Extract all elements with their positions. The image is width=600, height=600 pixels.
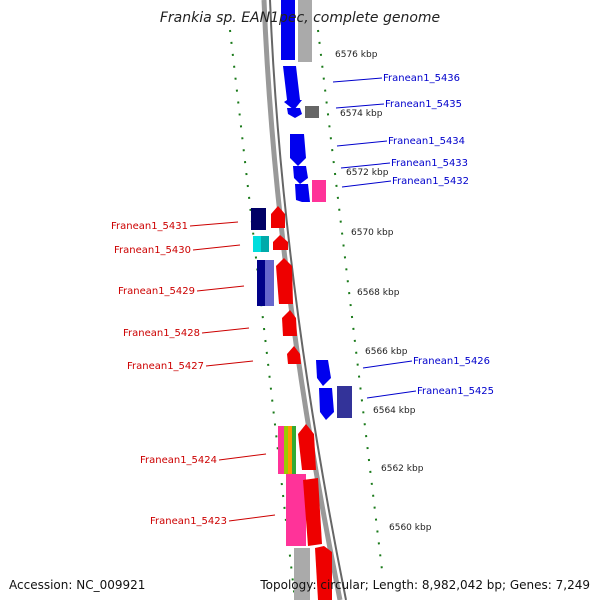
forward-genes (281, 0, 352, 420)
accession-text: Accession: NC_009921 (9, 578, 146, 592)
gene-reverse (286, 474, 306, 546)
map-title: Frankia sp. EAN1pec, complete genome (160, 10, 440, 26)
gene-label-forward: Franean1_5433 (391, 158, 468, 169)
gene-label-reverse: Franean1_5424 (140, 455, 217, 466)
genome-backbone-shadow (269, 0, 347, 600)
gene-reverse (315, 546, 332, 600)
gene-forward (295, 184, 310, 202)
gene-label-forward: Franean1_5435 (385, 99, 462, 110)
gene-reverse (292, 426, 296, 474)
gene-reverse (261, 236, 269, 252)
gene-reverse (284, 426, 288, 474)
scale-labels: 6576 kbp 6574 kbp 6572 kbp 6570 kbp 6568… (335, 50, 432, 533)
scale-label: 6568 kbp (357, 288, 400, 298)
gene-label-reverse: Franean1_5431 (111, 221, 188, 232)
gene-reverse (298, 424, 316, 470)
gene-label-forward: Franean1_5434 (388, 136, 465, 147)
gene-reverse (251, 208, 266, 230)
genome-summary-text: Topology: circular; Length: 8,982,042 bp… (260, 578, 590, 592)
gene-reverse (265, 260, 274, 306)
scale-label: 6576 kbp (335, 50, 378, 60)
gene-reverse (253, 236, 261, 252)
gene-reverse (282, 310, 297, 336)
gene-reverse (294, 548, 310, 600)
gene-forward (283, 66, 302, 110)
gene-reverse (273, 235, 288, 250)
gene-label-forward: Franean1_5426 (413, 356, 490, 367)
gene-forward (312, 180, 326, 202)
gene-forward (316, 360, 331, 386)
gene-reverse (287, 346, 301, 364)
scale-label: 6564 kbp (373, 406, 416, 416)
gene-reverse (278, 426, 284, 474)
gene-label-reverse: Franean1_5429 (118, 286, 195, 297)
gene-forward (298, 0, 312, 62)
gene-label-forward: Franean1_5436 (383, 73, 460, 84)
gene-reverse (257, 260, 267, 306)
gene-reverse (303, 478, 322, 546)
gene-reverse (288, 426, 292, 474)
gene-forward (319, 388, 334, 420)
reverse-genes (251, 206, 332, 600)
gene-forward (290, 134, 306, 166)
gene-forward (293, 166, 308, 184)
scale-label: 6572 kbp (346, 168, 389, 178)
gene-label-reverse: Franean1_5428 (123, 328, 200, 339)
scale-label: 6570 kbp (351, 228, 394, 238)
reverse-gene-labels: Franean1_5431 Franean1_5430 Franean1_542… (111, 221, 276, 527)
gene-label-reverse: Franean1_5423 (150, 516, 227, 527)
gene-forward (305, 106, 319, 118)
scale-label: 6566 kbp (365, 347, 408, 357)
forward-gene-labels: Franean1_5436 Franean1_5435 Franean1_543… (332, 73, 494, 399)
gene-forward (281, 0, 295, 60)
scale-label: 6574 kbp (340, 109, 383, 119)
scale-label: 6562 kbp (381, 464, 424, 474)
gene-label-reverse: Franean1_5430 (114, 245, 191, 256)
gene-reverse (271, 206, 285, 228)
gene-label-forward: Franean1_5425 (417, 386, 494, 397)
gene-label-forward: Franean1_5432 (392, 176, 469, 187)
gene-forward (337, 386, 352, 418)
gene-label-reverse: Franean1_5427 (127, 361, 204, 372)
gene-reverse (276, 258, 293, 304)
gene-forward (287, 108, 302, 118)
scale-label: 6560 kbp (389, 523, 432, 533)
